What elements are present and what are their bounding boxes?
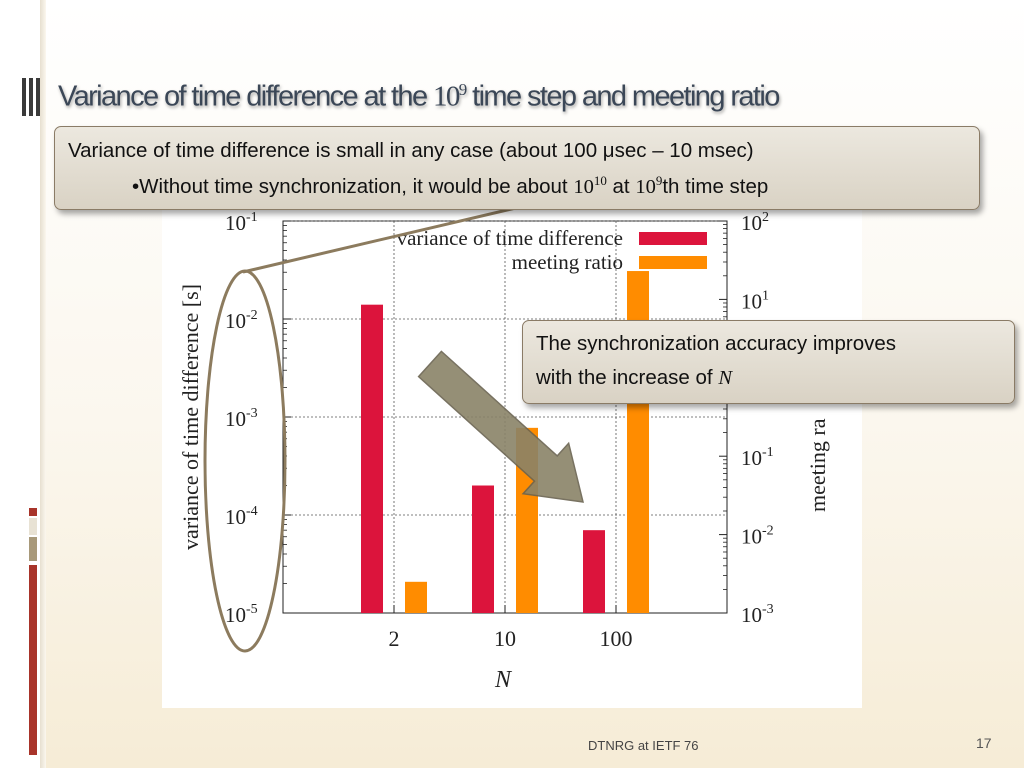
x-tick-label: 100 (600, 626, 633, 651)
callout-variance-line1: Variance of time difference is small in … (68, 139, 754, 162)
y-right-axis-label: meeting ra (805, 418, 830, 512)
callout-line2-prefix: •Without time synchronization, it would … (132, 174, 574, 198)
y-right-tick-label: 10-1 (741, 445, 774, 470)
y-right-tick-label: 101 (741, 288, 769, 313)
legend-meeting-swatch (639, 256, 707, 269)
y-right-tick-label: 10-2 (741, 524, 774, 549)
callout-line2-mid: at (606, 174, 636, 198)
legend-meeting-label: meeting ratio (512, 250, 623, 274)
y-left-tick-label: 10-5 (225, 602, 258, 627)
callout-line2-suffix: th time step (662, 174, 769, 198)
meeting-ratio-bar (405, 581, 427, 613)
y-left-tick-label: 10-1 (225, 210, 258, 235)
title-suffix: time step and meeting ratio (465, 80, 780, 113)
annotation-connector (242, 205, 521, 274)
title-base: 10 (432, 80, 460, 113)
callout-accuracy-line2: with the increase of N (536, 366, 732, 390)
variance-bar (361, 304, 383, 613)
callout-line2-exp2: 9 (655, 173, 663, 188)
callout-line2-base1: 10 (573, 175, 594, 198)
slide-title: Variance of time difference at the 109 t… (58, 80, 780, 114)
slide-footer: DTNRG at IETF 76 (588, 738, 699, 753)
arrow-icon (417, 350, 584, 503)
decor-stripe-4 (29, 565, 37, 755)
y-left-axis-label: variance of time difference [s] (178, 284, 203, 550)
legend-variance-swatch (639, 232, 707, 245)
legend-variance-label: variance of time difference (397, 226, 623, 250)
callout-line2-exp1: 10 (593, 173, 607, 188)
x-axis-label: N (494, 667, 513, 693)
decor-stripe-1 (29, 508, 37, 516)
page-number: 17 (976, 735, 992, 751)
callout-variance-note: Variance of time difference is small in … (54, 126, 980, 210)
y-right-tick-label: 102 (741, 210, 769, 235)
x-tick-label: 2 (389, 626, 400, 651)
callout-variance-line2: •Without time synchronization, it would … (132, 173, 768, 199)
title-prefix: Variance of time difference at the (58, 80, 433, 113)
callout-accuracy-var: N (718, 367, 733, 389)
callout-accuracy-note: The synchronization accuracy improves wi… (522, 320, 1015, 404)
y-right-tick-label: 10-3 (741, 602, 774, 627)
variance-bar (472, 485, 494, 613)
left-shade (40, 0, 46, 768)
callout-accuracy-prefix: with the increase of (536, 366, 719, 389)
y-left-tick-label: 10-2 (225, 308, 258, 333)
decor-stripe-3 (29, 537, 37, 561)
y-left-tick-label: 10-4 (225, 504, 258, 529)
title-exp: 9 (458, 80, 467, 99)
y-left-tick-label: 10-3 (225, 406, 258, 431)
decor-stripe-2 (29, 518, 37, 535)
callout-accuracy-line1: The synchronization accuracy improves (536, 332, 897, 355)
x-tick-label: 10 (494, 626, 516, 651)
variance-bar (583, 530, 605, 613)
callout-line2-base2: 10 (635, 175, 656, 198)
